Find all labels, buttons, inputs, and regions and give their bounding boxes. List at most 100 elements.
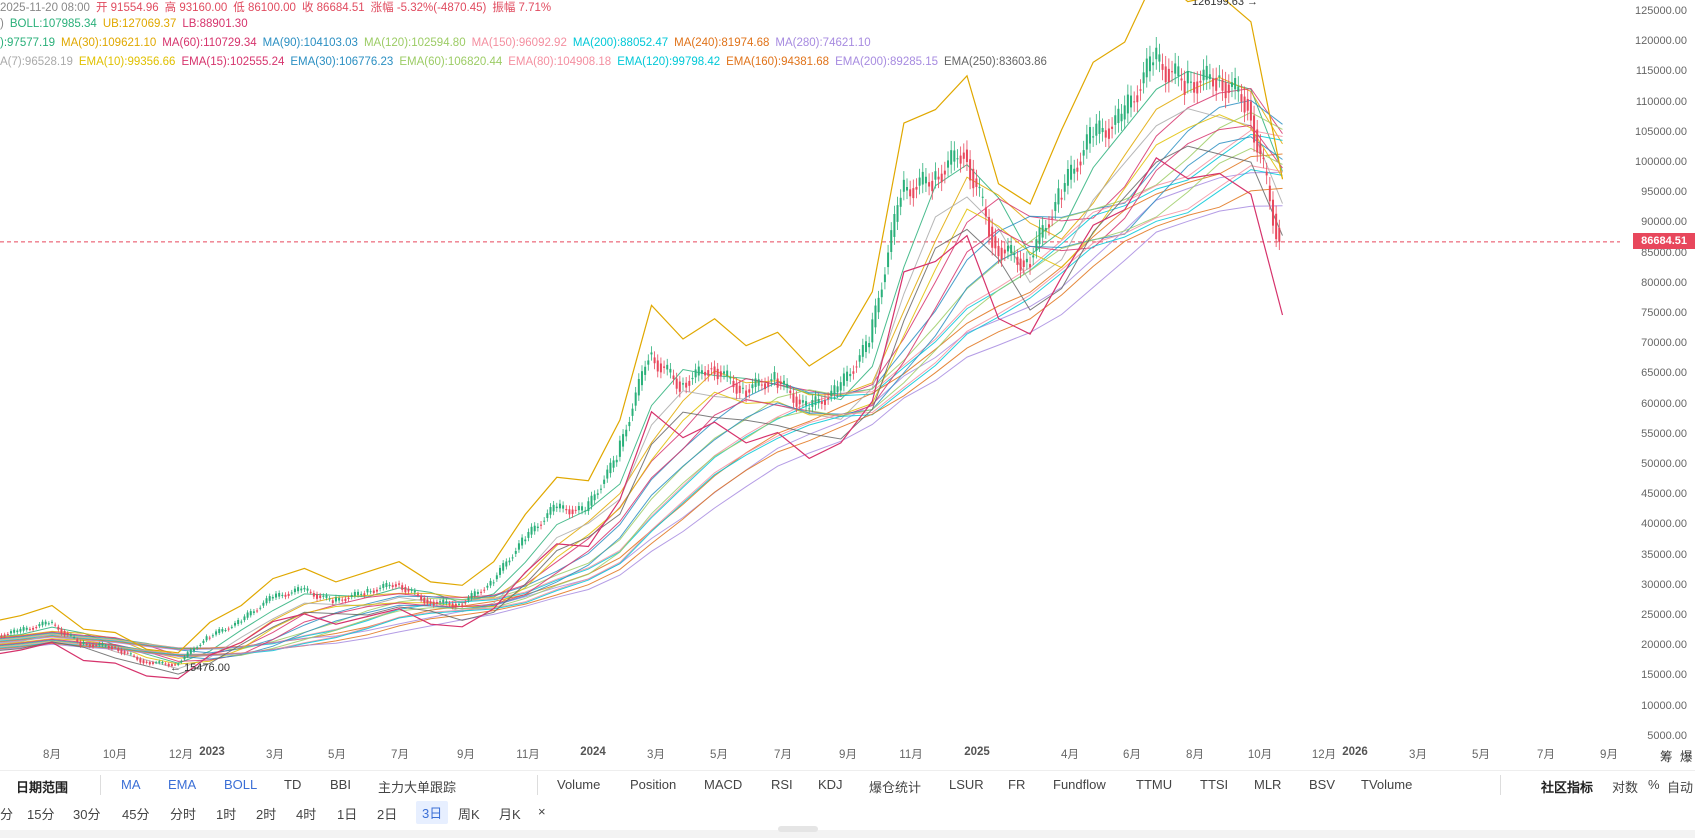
- indicator-line-13: [0, 147, 1283, 656]
- candle-body: [1174, 63, 1177, 74]
- candle-body: [972, 168, 975, 189]
- candle-body: [1076, 167, 1079, 172]
- indicator-20[interactable]: TVolume: [1361, 777, 1413, 792]
- candle-body: [129, 653, 132, 655]
- indicator-19[interactable]: BSV: [1309, 777, 1336, 792]
- candle-body: [565, 508, 568, 511]
- candle-body: [54, 624, 57, 626]
- indicator-16[interactable]: TTMU: [1136, 777, 1173, 792]
- indicator-22[interactable]: 对数: [1612, 780, 1639, 795]
- candle-body: [634, 392, 637, 406]
- candle-body: [1259, 143, 1262, 155]
- indicator-line-16: [0, 187, 1283, 657]
- indicator-0[interactable]: 日期范围: [16, 780, 69, 795]
- bottom-scrollbar[interactable]: [0, 830, 1695, 838]
- interval-9[interactable]: 2日: [377, 807, 398, 822]
- candle-body: [1117, 108, 1120, 124]
- indicator-24[interactable]: 自动: [1667, 780, 1694, 795]
- candle-body: [259, 607, 262, 609]
- interval-8[interactable]: 1日: [337, 807, 358, 822]
- indicator-line-6: [0, 133, 1283, 649]
- candle-body: [101, 643, 104, 646]
- interval-12[interactable]: 月K: [499, 807, 521, 822]
- y-tick-label: 120000.00: [1635, 35, 1687, 48]
- indicator-12[interactable]: 爆仓统计: [869, 780, 922, 795]
- candle-body: [868, 342, 871, 348]
- interval-13[interactable]: ×: [538, 804, 546, 819]
- interval-10[interactable]: 3日: [416, 801, 449, 824]
- candle-body: [618, 440, 621, 457]
- candle-body: [429, 601, 432, 604]
- indicator-2[interactable]: EMA: [168, 777, 197, 792]
- candle-body: [1224, 82, 1227, 99]
- indicator-10[interactable]: RSI: [771, 777, 793, 792]
- candle-body: [104, 645, 107, 647]
- candle-body: [319, 595, 322, 598]
- indicator-4[interactable]: TD: [284, 777, 302, 792]
- indicator-23[interactable]: %: [1648, 777, 1660, 792]
- candle-body: [877, 297, 880, 313]
- y-tick-label: 5000.00: [1647, 729, 1687, 742]
- candle-body: [599, 488, 602, 490]
- ema-value-3: EMA(30):106776.23: [290, 56, 394, 68]
- indicator-13[interactable]: LSUR: [949, 777, 984, 792]
- indicator-9[interactable]: MACD: [704, 777, 743, 792]
- candle-body: [218, 629, 221, 634]
- x-tick-label: 4月: [1061, 749, 1079, 761]
- interval-0[interactable]: 分: [0, 807, 14, 822]
- candle-body: [454, 603, 457, 607]
- candle-body: [1107, 128, 1110, 139]
- ma-value-5: MA(150):96092.92: [471, 37, 567, 49]
- indicator-6[interactable]: 主力大单跟踪: [378, 780, 457, 795]
- candle-body: [126, 652, 129, 654]
- candle-body: [1240, 94, 1243, 102]
- candle-body: [956, 158, 959, 160]
- scroll-handle[interactable]: [778, 826, 818, 832]
- indicator-11[interactable]: KDJ: [818, 777, 843, 792]
- indicator-7[interactable]: Volume: [557, 777, 601, 792]
- candle-body: [1256, 129, 1259, 153]
- indicator-1[interactable]: MA: [121, 777, 141, 792]
- candle-body: [1073, 168, 1076, 174]
- candle-body: [344, 598, 347, 602]
- candle-body: [546, 513, 549, 519]
- indicator-5[interactable]: BBI: [330, 777, 351, 792]
- interval-6[interactable]: 2时: [256, 807, 277, 822]
- indicator-15[interactable]: Fundflow: [1053, 777, 1106, 792]
- candle-body: [653, 357, 656, 364]
- indicator-17[interactable]: TTSI: [1200, 777, 1229, 792]
- interval-7[interactable]: 4时: [296, 807, 317, 822]
- interval-4[interactable]: 分时: [170, 807, 197, 822]
- candle-body: [700, 370, 703, 374]
- candle-body: [1246, 98, 1249, 111]
- candle-body: [1006, 245, 1009, 252]
- candle-body: [312, 593, 315, 597]
- interval-5[interactable]: 1时: [216, 807, 237, 822]
- indicator-14[interactable]: FR: [1008, 777, 1026, 792]
- candle-body: [420, 596, 423, 600]
- liquidation-toggle[interactable]: 爆: [1680, 750, 1693, 764]
- indicator-8[interactable]: Position: [630, 777, 677, 792]
- candle-body: [1189, 81, 1192, 83]
- chip-distribution-toggle[interactable]: 筹: [1660, 750, 1673, 764]
- interval-1[interactable]: 15分: [27, 807, 55, 822]
- candle-body: [1253, 115, 1256, 143]
- y-tick-label: 100000.00: [1635, 156, 1687, 168]
- y-tick-label: 25000.00: [1641, 609, 1687, 621]
- y-tick-label: 80000.00: [1641, 276, 1687, 289]
- interval-3[interactable]: 45分: [122, 807, 150, 822]
- candle-body: [924, 176, 927, 184]
- candle-body: [495, 575, 498, 580]
- ma-value-6: MA(200):88052.47: [572, 37, 669, 49]
- indicator-3[interactable]: BOLL: [224, 777, 258, 792]
- candle-body: [401, 585, 404, 590]
- candle-body: [1104, 130, 1107, 138]
- indicator-21[interactable]: 社区指标: [1541, 780, 1594, 795]
- candle-body: [741, 387, 744, 389]
- indicator-18[interactable]: MLR: [1254, 777, 1282, 792]
- interval-11[interactable]: 周K: [458, 807, 480, 822]
- ma-info-row: ):97577.19 MA(30):109621.10 MA(60):110729.…: [0, 35, 877, 51]
- x-tick-label: 6月: [1123, 749, 1141, 761]
- interval-2[interactable]: 30分: [73, 807, 101, 822]
